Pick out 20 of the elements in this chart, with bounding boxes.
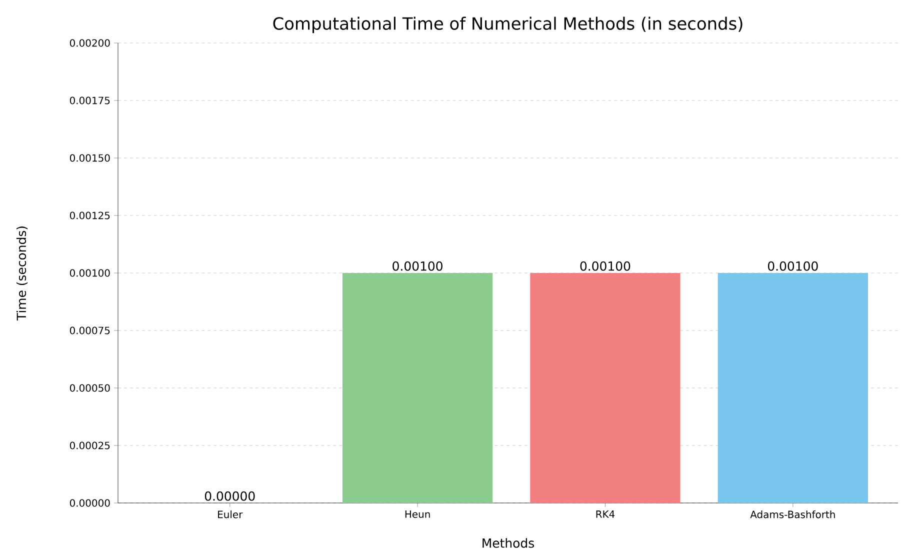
x-tick-label: Adams-Bashforth <box>750 510 835 518</box>
x-axis-title: Methods <box>482 538 534 548</box>
y-tick-label: 0.00050 <box>70 384 110 392</box>
chart-title: Computational Time of Numerical Methods (in seconds) <box>273 16 742 34</box>
y-tick-label: 0.00100 <box>70 269 110 277</box>
y-tick-label: 0.00150 <box>70 154 110 162</box>
y-tick-label: 0.00075 <box>70 326 110 334</box>
data-label: 0.00100 <box>580 261 630 271</box>
y-tick-label: 0.00175 <box>70 96 110 104</box>
y-tick-label: 0.00125 <box>70 212 110 220</box>
x-tick-label: RK4 <box>596 510 615 518</box>
data-label: 0.00000 <box>204 491 255 501</box>
x-tick-label: Euler <box>218 510 243 518</box>
y-axis-title: Time (seconds) <box>16 226 28 321</box>
y-tick-label: 0.00025 <box>70 442 110 450</box>
x-tick-label: Heun <box>405 510 430 518</box>
y-tick-label: 0.00200 <box>70 39 110 47</box>
data-label: 0.00100 <box>392 261 442 271</box>
data-label: 0.00100 <box>768 261 818 271</box>
y-tick-label: 0.00000 <box>70 499 110 507</box>
